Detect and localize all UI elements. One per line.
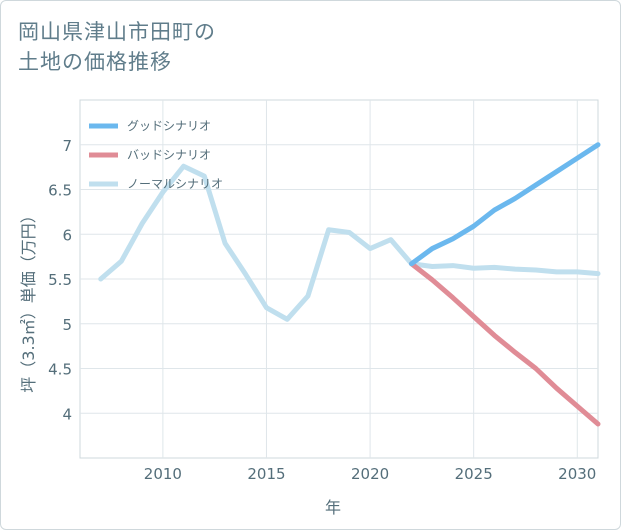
x-axis-label: 年	[325, 498, 341, 517]
y-tick-label: 6.5	[48, 182, 72, 200]
legend-label: バッドシナリオ	[127, 148, 211, 162]
y-tick-label: 4	[62, 405, 72, 423]
series-layer	[98, 142, 601, 427]
legend-good-scenario: グッドシナリオ	[89, 119, 211, 133]
y-tick-label: 7	[62, 137, 72, 155]
y-tick-label: 5	[62, 316, 72, 334]
x-tick-label: 2030	[558, 465, 596, 483]
y-tick-label: 4.5	[48, 361, 72, 379]
grid-lines	[80, 100, 598, 458]
x-tick-label: 2015	[247, 465, 285, 483]
x-axis-ticks: 2010 2015 2020 2025 2030	[144, 465, 597, 483]
chart-title-line1: 岡山県津山市田町の	[18, 20, 216, 44]
legend-label: グッドシナリオ	[127, 119, 211, 133]
y-tick-label: 5.5	[48, 271, 72, 289]
y-axis-label: 坪（3.3㎡）単価（万円）	[19, 207, 38, 392]
legend-label: ノーマルシナリオ	[127, 177, 223, 191]
x-tick-label: 2020	[351, 465, 389, 483]
x-tick-label: 2025	[455, 465, 493, 483]
chart-title: 岡山県津山市田町の 土地の価格推移	[18, 17, 216, 77]
chart-title-line2: 土地の価格推移	[18, 50, 172, 74]
y-axis-ticks: 4 4.5 5 5.5 6 6.5 7	[48, 137, 72, 424]
legend-bad-scenario: バッドシナリオ	[89, 148, 211, 162]
normal-scenario-line	[98, 163, 601, 322]
y-tick-label: 6	[62, 226, 72, 244]
good-scenario-line	[409, 142, 601, 267]
bad-scenario-line	[409, 261, 601, 427]
x-tick-label: 2010	[144, 465, 182, 483]
legend-normal-scenario: ノーマルシナリオ	[89, 177, 223, 191]
